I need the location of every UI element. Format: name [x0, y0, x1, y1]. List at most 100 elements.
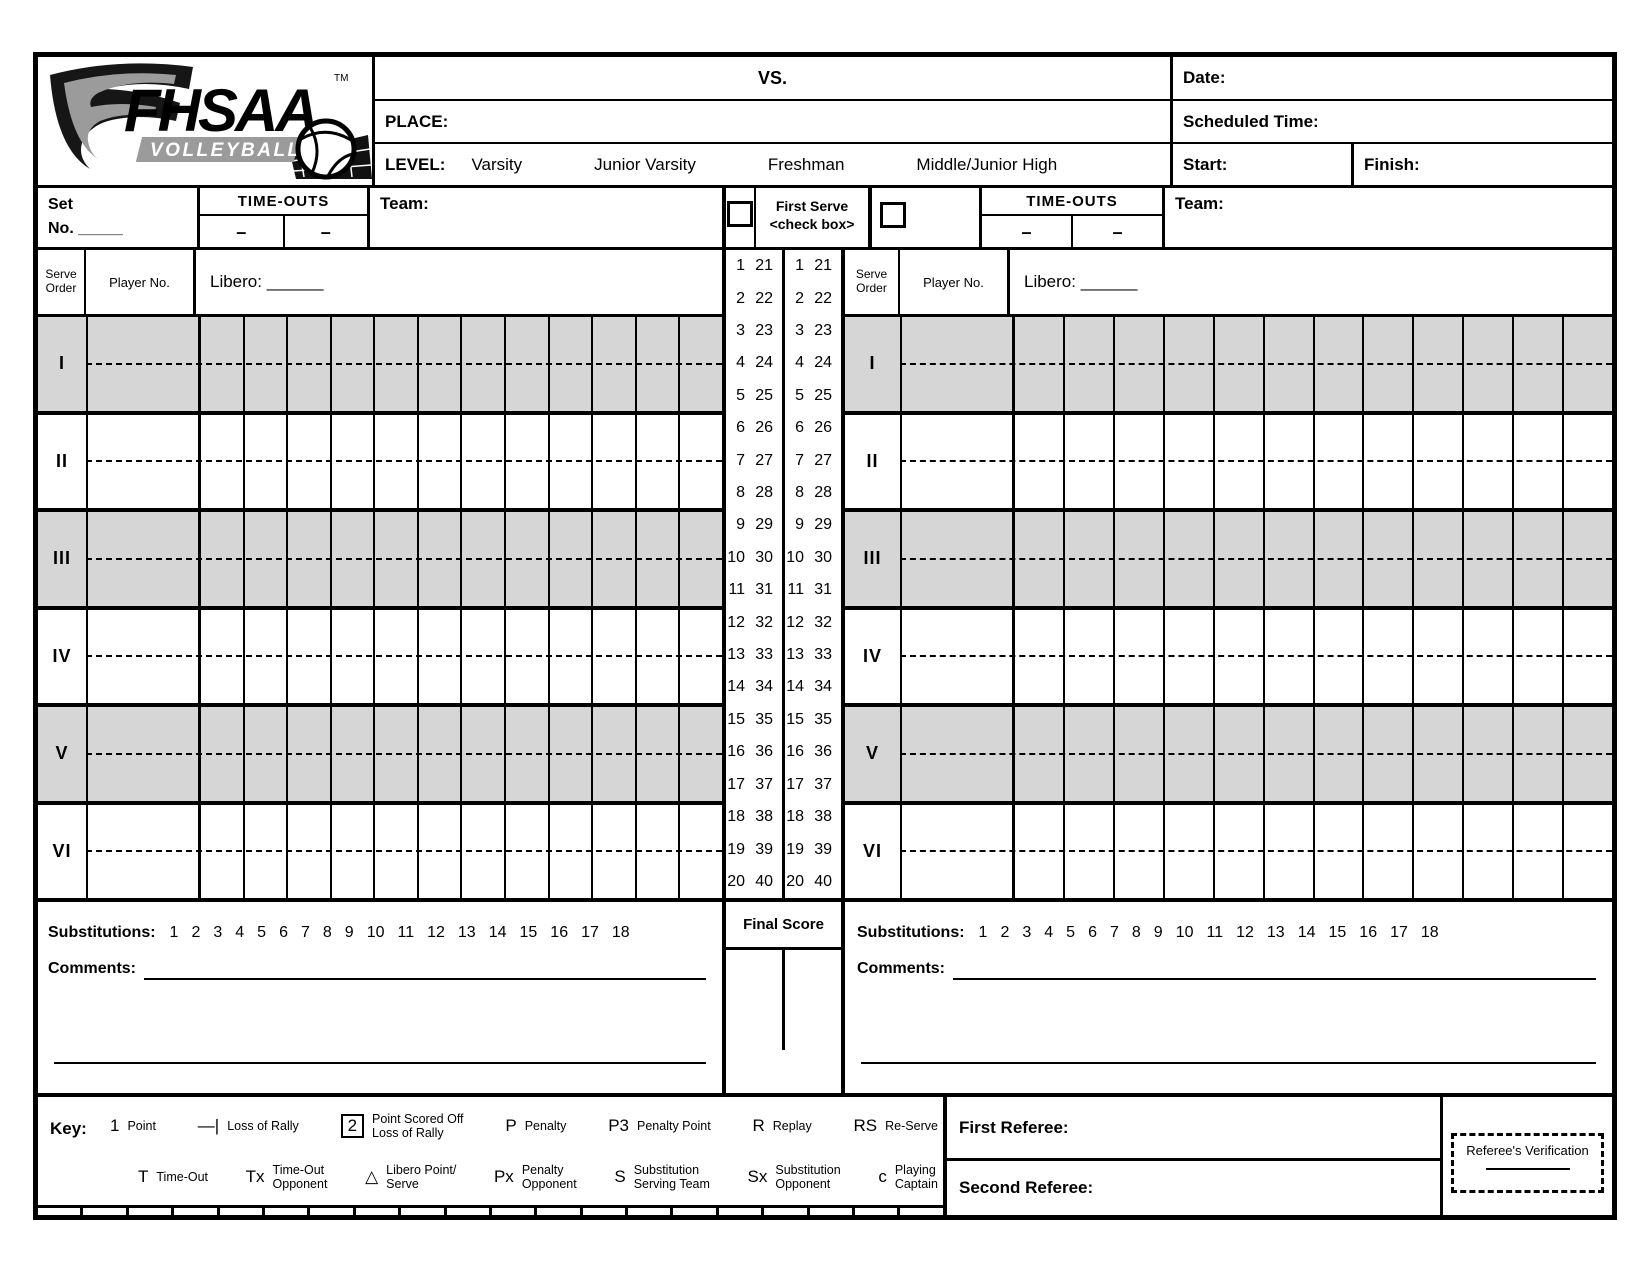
- rally-cell-right-V-9[interactable]: [1414, 707, 1465, 801]
- substitution-number-1[interactable]: 1: [169, 924, 179, 941]
- substitution-number-5[interactable]: 5: [257, 924, 267, 941]
- rally-cell-right-V-4[interactable]: [1165, 707, 1215, 801]
- rally-cell-right-II-12[interactable]: [1564, 415, 1612, 509]
- score-number[interactable]: 19: [727, 840, 745, 858]
- finish-time-field[interactable]: Finish:: [1351, 144, 1612, 185]
- score-number[interactable]: 35: [814, 710, 832, 728]
- substitution-number-4[interactable]: 4: [235, 924, 245, 941]
- rally-cell-right-IV-3[interactable]: [1115, 609, 1165, 703]
- score-number[interactable]: 14: [727, 678, 745, 696]
- rally-cell-left-V-4[interactable]: [332, 707, 376, 801]
- score-number[interactable]: 13: [786, 646, 804, 664]
- rally-cell-right-II-1[interactable]: [1015, 414, 1065, 508]
- rally-cell-right-I-8[interactable]: [1364, 317, 1415, 411]
- rally-cell-left-IV-1[interactable]: [201, 609, 245, 703]
- score-number[interactable]: 18: [786, 808, 804, 826]
- start-time-field[interactable]: Start:: [1170, 144, 1351, 185]
- substitution-number-3[interactable]: 3: [1022, 924, 1032, 941]
- score-number[interactable]: 4: [795, 354, 804, 372]
- rally-cell-right-V-7[interactable]: [1315, 707, 1365, 801]
- rally-cell-left-IV-8[interactable]: [506, 609, 550, 703]
- rally-cell-left-V-8[interactable]: [506, 707, 550, 801]
- substitution-number-8[interactable]: 8: [1131, 924, 1141, 941]
- rally-cell-left-III-2[interactable]: [245, 512, 289, 606]
- rally-cell-right-VI-2[interactable]: [1065, 804, 1115, 898]
- score-number[interactable]: 36: [814, 743, 832, 761]
- rally-cell-right-III-5[interactable]: [1215, 512, 1265, 606]
- rally-cell-left-V-1[interactable]: [201, 707, 245, 801]
- player-no-cell-right-VI[interactable]: [902, 804, 1015, 898]
- score-number[interactable]: 25: [755, 386, 773, 404]
- rally-cell-left-III-10[interactable]: [593, 512, 637, 606]
- rally-cell-left-III-4[interactable]: [332, 512, 376, 606]
- final-score-box-right[interactable]: [785, 950, 841, 1050]
- score-number[interactable]: 28: [755, 484, 773, 502]
- rally-cell-right-VI-11[interactable]: [1514, 804, 1565, 898]
- referee-verification-box[interactable]: Referee's Verification: [1451, 1133, 1604, 1193]
- rally-cell-left-II-6[interactable]: [419, 414, 463, 508]
- score-number[interactable]: 39: [814, 840, 832, 858]
- rally-cell-right-VI-6[interactable]: [1265, 804, 1315, 898]
- rally-cell-right-V-8[interactable]: [1364, 707, 1415, 801]
- rally-cell-left-I-11[interactable]: [637, 317, 681, 411]
- rally-cell-right-V-12[interactable]: [1564, 707, 1612, 801]
- substitution-number-14[interactable]: 14: [1297, 924, 1316, 941]
- rally-cell-right-V-10[interactable]: [1464, 707, 1515, 801]
- rally-cell-left-I-9[interactable]: [550, 317, 594, 411]
- score-number[interactable]: 35: [755, 710, 773, 728]
- score-number[interactable]: 26: [755, 419, 773, 437]
- substitution-number-18[interactable]: 18: [611, 924, 630, 941]
- vs-field[interactable]: VS.: [375, 57, 1170, 101]
- rally-cell-right-IV-10[interactable]: [1464, 609, 1515, 703]
- level-option-varsity[interactable]: Varsity: [471, 154, 523, 174]
- rally-cell-right-IV-2[interactable]: [1065, 609, 1115, 703]
- rally-cell-left-VI-10[interactable]: [593, 804, 637, 898]
- score-number[interactable]: 23: [814, 322, 832, 340]
- rally-cell-left-II-2[interactable]: [245, 414, 289, 508]
- player-no-cell-left-II[interactable]: [88, 414, 201, 508]
- substitution-number-3[interactable]: 3: [213, 924, 223, 941]
- score-number[interactable]: 1: [736, 257, 745, 275]
- player-no-cell-left-V[interactable]: [88, 707, 201, 801]
- rally-cell-left-I-8[interactable]: [506, 317, 550, 411]
- rally-cell-right-III-7[interactable]: [1315, 512, 1365, 606]
- score-number[interactable]: 8: [736, 484, 745, 502]
- player-no-cell-right-I[interactable]: [902, 317, 1015, 411]
- rally-cell-left-IV-2[interactable]: [245, 609, 289, 703]
- substitution-number-6[interactable]: 6: [279, 924, 288, 941]
- rally-cell-left-IV-12[interactable]: [680, 610, 722, 704]
- substitution-number-10[interactable]: 10: [366, 924, 385, 941]
- rally-cell-right-II-11[interactable]: [1514, 414, 1565, 508]
- player-no-cell-left-III[interactable]: [88, 512, 201, 606]
- scheduled-time-field[interactable]: Scheduled Time:: [1170, 101, 1612, 144]
- score-number[interactable]: 14: [786, 678, 804, 696]
- rally-cell-left-I-10[interactable]: [593, 317, 637, 411]
- score-number[interactable]: 31: [755, 581, 773, 599]
- score-number[interactable]: 12: [786, 613, 804, 631]
- score-number[interactable]: 19: [786, 840, 804, 858]
- score-number[interactable]: 7: [795, 451, 804, 469]
- score-number[interactable]: 37: [755, 775, 773, 793]
- rally-cell-right-I-4[interactable]: [1165, 317, 1215, 411]
- score-number[interactable]: 34: [755, 678, 773, 696]
- score-number[interactable]: 17: [786, 775, 804, 793]
- score-number[interactable]: 15: [786, 710, 804, 728]
- rally-cell-left-II-12[interactable]: [680, 415, 722, 509]
- rally-cell-right-IV-12[interactable]: [1564, 610, 1612, 704]
- score-number[interactable]: 38: [755, 808, 773, 826]
- score-number[interactable]: 16: [727, 743, 745, 761]
- rally-cell-left-IV-6[interactable]: [419, 609, 463, 703]
- rally-cell-right-III-3[interactable]: [1115, 512, 1165, 606]
- rally-cell-right-III-9[interactable]: [1414, 512, 1465, 606]
- substitution-number-16[interactable]: 16: [550, 924, 569, 941]
- rally-cell-left-I-2[interactable]: [245, 317, 289, 411]
- substitution-number-2[interactable]: 2: [191, 924, 201, 941]
- rally-cell-right-IV-6[interactable]: [1265, 609, 1315, 703]
- rally-cell-left-I-7[interactable]: [462, 317, 507, 411]
- rally-cell-left-I-6[interactable]: [419, 317, 463, 411]
- rally-cell-right-VI-1[interactable]: [1015, 804, 1065, 898]
- timeout-slot-right-2[interactable]: –: [1112, 222, 1123, 242]
- rally-cell-left-II-11[interactable]: [637, 414, 681, 508]
- rally-cell-left-II-1[interactable]: [201, 414, 245, 508]
- rally-cell-right-IV-7[interactable]: [1315, 609, 1365, 703]
